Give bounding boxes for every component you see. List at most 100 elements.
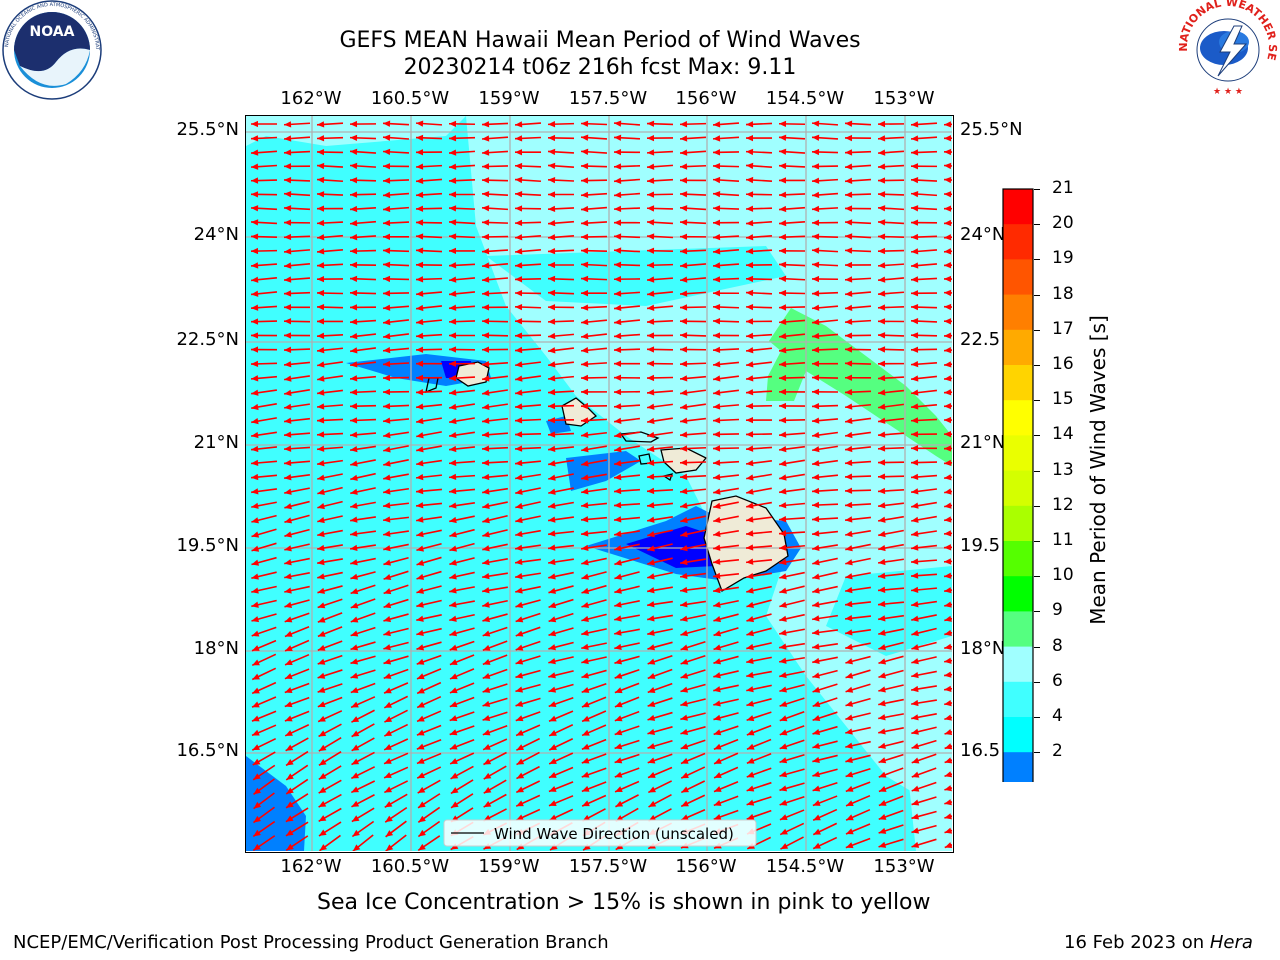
direction-arrow [250,191,278,198]
direction-arrow [878,641,904,651]
direction-arrow [812,629,838,636]
direction-arrow [482,725,508,736]
direction-arrow [580,205,608,213]
direction-arrow [415,346,443,353]
direction-arrow [877,247,905,255]
direction-arrow [548,641,574,651]
direction-arrow [679,586,707,594]
direction-arrow [845,669,871,679]
direction-arrow [745,375,773,382]
direction-arrow [745,347,773,354]
direction-arrow [878,740,904,749]
direction-arrow [415,332,443,340]
direction-arrow [383,556,409,566]
nws-logo: NATIONAL WEATHER SERVICE ★ ★ ★ [1172,0,1280,104]
direction-arrow [844,149,872,156]
direction-arrow [779,656,805,664]
direction-arrow [580,431,608,439]
colorbar-swatch [1003,365,1033,401]
direction-arrow [547,375,575,382]
direction-arrow [944,629,953,636]
direction-arrow [415,318,443,326]
direction-arrow [250,177,278,184]
direction-arrow [316,318,344,325]
direction-arrow [283,262,311,269]
direction-arrow [251,389,277,396]
direction-arrow [878,767,904,778]
colorbar-tick: 21 [1052,178,1074,198]
direction-arrow [317,585,343,594]
island-kahoolawe [662,473,673,482]
direction-arrow [614,585,640,594]
direction-arrow [746,599,772,608]
direction-arrow [580,134,608,141]
direction-arrow [316,135,344,142]
direction-arrow [317,612,343,623]
direction-arrow [845,794,871,807]
direction-arrow [745,234,773,241]
direction-arrow [316,191,344,198]
direction-arrow [251,696,277,708]
direction-arrow [910,360,938,368]
direction-arrow [481,346,509,353]
credit-text: NCEP/EMC/Verification Post Processing Pr… [13,932,609,953]
direction-arrow [251,488,277,495]
direction-arrow [415,261,443,269]
direction-arrow [382,205,410,213]
direction-arrow [646,389,674,396]
direction-arrow [845,543,871,552]
direction-arrow [514,135,542,142]
direction-arrow [779,488,805,495]
direction-arrow [877,346,905,353]
direction-arrow [812,431,838,439]
direction-arrow [943,416,953,424]
direction-arrow [712,121,740,128]
direction-arrow [316,289,344,297]
direction-arrow [680,739,706,750]
direction-arrow [745,261,773,269]
direction-arrow [910,248,938,255]
direction-arrow [581,544,607,551]
direction-arrow [613,276,641,283]
direction-arrow [779,697,805,707]
direction-arrow [911,501,937,509]
direction-arrow [351,709,375,723]
direction-arrow [284,514,310,524]
direction-arrow [416,710,442,723]
colorbar-tick: 2 [1052,741,1063,762]
direction-arrow [317,515,343,524]
direction-arrow [944,474,953,481]
direction-arrow [811,417,839,424]
direction-arrow [811,261,839,268]
direction-arrow [943,275,953,283]
direction-arrow [548,487,574,495]
direction-arrow [812,585,838,594]
direction-arrow [481,177,509,184]
direction-arrow [614,753,640,764]
direction-arrow [581,794,607,807]
direction-arrow [779,683,805,693]
direction-arrow [778,360,806,368]
direction-arrow [580,502,608,509]
direction-arrow [317,558,343,566]
direction-arrow [878,713,904,721]
direction-arrow [745,361,773,368]
direction-arrow [547,234,575,241]
direction-arrow [679,318,707,325]
bottom-lon-label: 160.5°W [370,856,450,877]
direction-arrow [712,290,740,297]
direction-arrow [514,234,542,241]
direction-arrow [877,149,905,156]
direction-arrow [350,696,376,709]
direction-arrow [614,431,640,439]
direction-arrow [449,557,475,566]
direction-arrow [416,516,442,523]
direction-arrow [943,516,953,523]
direction-arrow [943,318,953,325]
direction-arrow [812,571,838,580]
direction-arrow [713,501,739,509]
direction-arrow [845,683,871,693]
direction-arrow [448,262,476,269]
direction-arrow [943,162,953,170]
direction-arrow [679,121,707,128]
